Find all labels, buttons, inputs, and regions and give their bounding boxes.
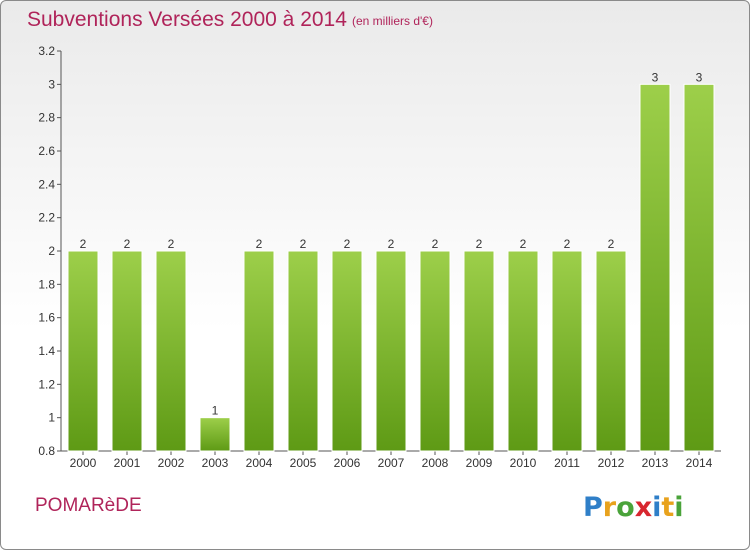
x-tick-label: 2004 (246, 456, 273, 470)
x-tick-label: 2010 (510, 456, 537, 470)
bar-2005 (287, 250, 319, 452)
x-tick-label: 2000 (70, 456, 97, 470)
x-tick-label: 2003 (202, 456, 229, 470)
y-tick-label: 2.8 (38, 111, 55, 125)
data-label-2008: 2 (432, 237, 439, 251)
y-tick-label: 3 (48, 77, 55, 91)
bar-2001 (111, 250, 143, 452)
bar-2007 (375, 250, 407, 452)
x-tick-label: 2009 (466, 456, 493, 470)
bar-2011 (551, 250, 583, 452)
svg-text:Proxiti: Proxiti (583, 492, 684, 523)
x-tick-label: 2008 (422, 456, 449, 470)
bar-2003 (199, 417, 231, 452)
y-tick-label: 2.4 (38, 177, 55, 191)
y-tick-label: 1 (48, 411, 55, 425)
x-tick-label: 2002 (158, 456, 185, 470)
y-tick-label: 2 (48, 244, 55, 258)
x-tick-label: 2014 (686, 456, 713, 470)
y-tick-label: 1.4 (38, 344, 55, 358)
bar-2004 (243, 250, 275, 452)
bar-2002 (155, 250, 187, 452)
bar-2014 (683, 83, 715, 452)
data-label-2000: 2 (80, 237, 87, 251)
bar-2010 (507, 250, 539, 452)
x-tick-label: 2005 (290, 456, 317, 470)
x-tick-label: 2006 (334, 456, 361, 470)
data-label-2011: 2 (564, 237, 571, 251)
chart-bars (67, 83, 715, 452)
bar-2008 (419, 250, 451, 452)
y-tick-label: 0.8 (38, 444, 55, 458)
y-tick-label: 2.2 (38, 211, 55, 225)
data-label-2002: 2 (168, 237, 175, 251)
data-label-2004: 2 (256, 237, 263, 251)
data-label-2003: 1 (212, 404, 219, 418)
data-label-2005: 2 (300, 237, 307, 251)
x-tick-label: 2013 (642, 456, 669, 470)
x-tick-label: 2001 (114, 456, 141, 470)
data-label-2013: 3 (652, 70, 659, 84)
x-tick-label: 2007 (378, 456, 405, 470)
bar-2013 (639, 83, 671, 452)
y-tick-label: 1.6 (38, 311, 55, 325)
bar-2009 (463, 250, 495, 452)
data-label-2010: 2 (520, 237, 527, 251)
bar-2006 (331, 250, 363, 452)
data-label-2009: 2 (476, 237, 483, 251)
commune-name: POMARèDE (35, 495, 142, 516)
y-tick-label: 1.8 (38, 277, 55, 291)
proxiti-logo: Proxiti (583, 492, 684, 523)
chart-unit: (en milliers d'€) (352, 14, 433, 28)
x-tick-label: 2012 (598, 456, 625, 470)
bar-2000 (67, 250, 99, 452)
data-label-2012: 2 (608, 237, 615, 251)
data-label-2006: 2 (344, 237, 351, 251)
x-tick-label: 2011 (554, 456, 580, 470)
bar-2012 (595, 250, 627, 452)
data-label-2014: 3 (696, 70, 703, 84)
chart-data-labels: 2 2 2 1 2 2 2 2 2 2 2 2 2 3 3 (80, 70, 703, 417)
y-tick-label: 3.2 (38, 44, 55, 58)
data-label-2007: 2 (388, 237, 395, 251)
y-tick-label: 2.6 (38, 144, 55, 158)
chart-title: Subventions Versées 2000 à 2014 (27, 8, 347, 31)
data-label-2001: 2 (124, 237, 131, 251)
y-tick-label: 1.2 (38, 377, 55, 391)
